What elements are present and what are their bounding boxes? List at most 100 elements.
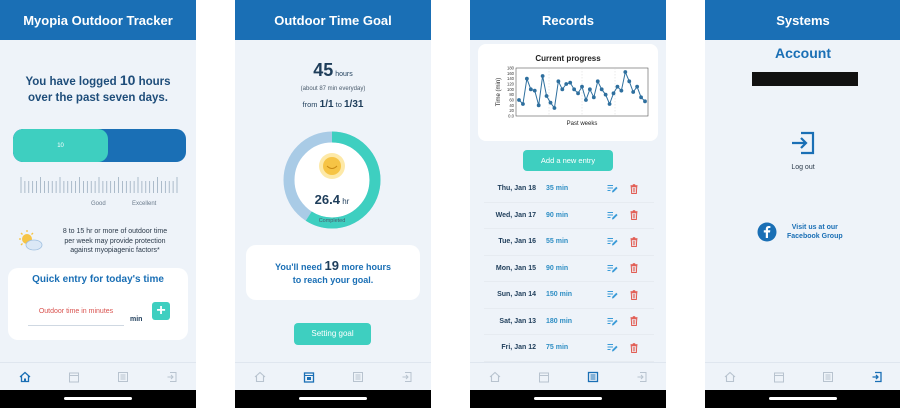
record-value: 75 min: [546, 344, 569, 352]
nav-records-icon[interactable]: [116, 370, 130, 384]
record-row: Fri, Jan 12 75 min: [484, 335, 654, 362]
y-tick-label: 60: [509, 98, 514, 103]
logout-button[interactable]: Log out: [783, 130, 823, 171]
progress-chart-card: Current progress 0.0 20 40 60 80 100 120 140 160…: [478, 44, 658, 141]
app-bar: Outdoor Time Goal: [235, 0, 431, 40]
y-tick-label: 180: [507, 66, 515, 71]
nav-home-icon[interactable]: [253, 370, 267, 384]
bottom-nav: [235, 362, 431, 390]
from-date: 1/1: [319, 99, 334, 110]
edit-icon[interactable]: [600, 343, 624, 352]
add-time-button[interactable]: +: [152, 302, 170, 320]
facebook-group-link[interactable]: Visit us at our Facebook Group: [757, 222, 887, 242]
nav-exit-icon[interactable]: [165, 370, 179, 384]
delete-icon[interactable]: [624, 237, 644, 247]
edit-icon[interactable]: [600, 184, 624, 193]
y-tick-label: 40: [509, 103, 514, 108]
completed-value: 26.4: [314, 192, 340, 207]
record-row: Wed, Jan 17 90 min: [484, 203, 654, 229]
bottom-nav: [0, 362, 196, 390]
data-point: [639, 95, 643, 100]
goal-hours-unit: hours: [333, 71, 353, 78]
nav-home-icon[interactable]: [723, 370, 737, 384]
logged-hours: 10: [119, 72, 136, 88]
logout-label: Log out: [791, 164, 815, 171]
record-row: Tue, Jan 16 55 min: [484, 229, 654, 256]
system-home-bar: [470, 390, 666, 408]
screen-systems: Systems Account Log out Visit us at our …: [705, 0, 900, 408]
setting-goal-button[interactable]: Setting goal: [294, 323, 371, 345]
y-tick-label: 100: [507, 87, 515, 92]
data-point: [615, 84, 620, 89]
record-value: 150 min: [546, 291, 573, 299]
data-point: [576, 91, 580, 96]
need-hours: 19: [324, 258, 339, 273]
add-entry-button[interactable]: Add a new entry: [523, 150, 613, 171]
y-tick-label: 0.0: [508, 114, 514, 119]
tip-line-3: against myopiagenic factors*: [70, 247, 160, 254]
need-suffix: more hours: [338, 262, 391, 272]
record-row: Thu, Jan 18 35 min: [484, 176, 654, 203]
delete-icon[interactable]: [624, 316, 644, 327]
screen-goal: Outdoor Time Goal 45 hours (about 87 min…: [235, 0, 431, 408]
data-point: [603, 92, 608, 97]
y-axis-label: Time (min): [496, 78, 502, 106]
facebook-link-text: Visit us at our Facebook Group: [787, 223, 843, 241]
nav-calendar-icon[interactable]: [772, 370, 786, 384]
completed-readout: 26.4 hr Completed: [282, 191, 382, 227]
edit-icon[interactable]: [600, 264, 624, 273]
facebook-line-1: Visit us at our: [791, 224, 838, 231]
nav-exit-icon[interactable]: [400, 370, 414, 384]
record-date: Wed, Jan 17: [495, 211, 536, 219]
edit-icon[interactable]: [600, 211, 624, 220]
facebook-icon: [757, 222, 777, 242]
data-point: [643, 99, 647, 104]
delete-icon[interactable]: [624, 184, 644, 194]
delete-icon[interactable]: [624, 343, 644, 353]
remaining-hours-card: You'll need 19 more hours to reach your …: [246, 245, 420, 300]
delete-icon[interactable]: [624, 290, 644, 300]
data-point: [524, 76, 529, 81]
data-point: [552, 106, 557, 110]
record-value: 55 min: [546, 238, 569, 246]
page-title: Myopia Outdoor Tracker: [23, 12, 173, 28]
nav-records-icon[interactable]: [821, 370, 835, 384]
system-home-bar: [705, 390, 900, 408]
data-point: [560, 87, 565, 92]
edit-icon[interactable]: [600, 237, 624, 246]
need-line2: to reach your goal.: [292, 275, 374, 285]
nav-records-icon[interactable]: [351, 370, 365, 384]
data-point: [521, 102, 525, 106]
page-title: Records: [541, 12, 595, 28]
data-point: [568, 80, 573, 85]
data-point: [599, 87, 604, 92]
nav-home-icon[interactable]: [18, 370, 32, 384]
nav-exit-icon[interactable]: [870, 370, 884, 384]
min-label: min: [130, 316, 143, 323]
data-point: [544, 94, 549, 98]
progress-ring: [283, 131, 381, 229]
nav-home-icon[interactable]: [488, 370, 502, 384]
record-value: 35 min: [546, 185, 569, 193]
nav-calendar-icon[interactable]: [67, 370, 81, 384]
edit-icon[interactable]: [600, 290, 624, 299]
nav-exit-icon[interactable]: [635, 370, 649, 384]
system-home-bar: [0, 390, 196, 408]
nav-calendar-icon[interactable]: [302, 370, 316, 384]
delete-icon[interactable]: [624, 263, 644, 274]
data-point: [619, 88, 624, 93]
record-value: 90 min: [546, 264, 569, 272]
data-point: [607, 102, 612, 106]
outdoor-time-input[interactable]: Outdoor time in minutes: [28, 308, 124, 326]
nav-records-icon[interactable]: [586, 370, 600, 384]
screen-tracker: Myopia Outdoor Tracker You have logged 1…: [0, 0, 196, 408]
data-point: [532, 88, 537, 93]
nav-calendar-icon[interactable]: [537, 370, 551, 384]
edit-icon[interactable]: [600, 317, 624, 326]
delete-icon[interactable]: [624, 210, 644, 221]
record-date: Thu, Jan 18: [497, 185, 536, 193]
y-tick-label: 120: [507, 82, 515, 87]
quick-entry-title: Quick entry for today's time: [32, 274, 164, 285]
sun-icon: [319, 153, 345, 179]
